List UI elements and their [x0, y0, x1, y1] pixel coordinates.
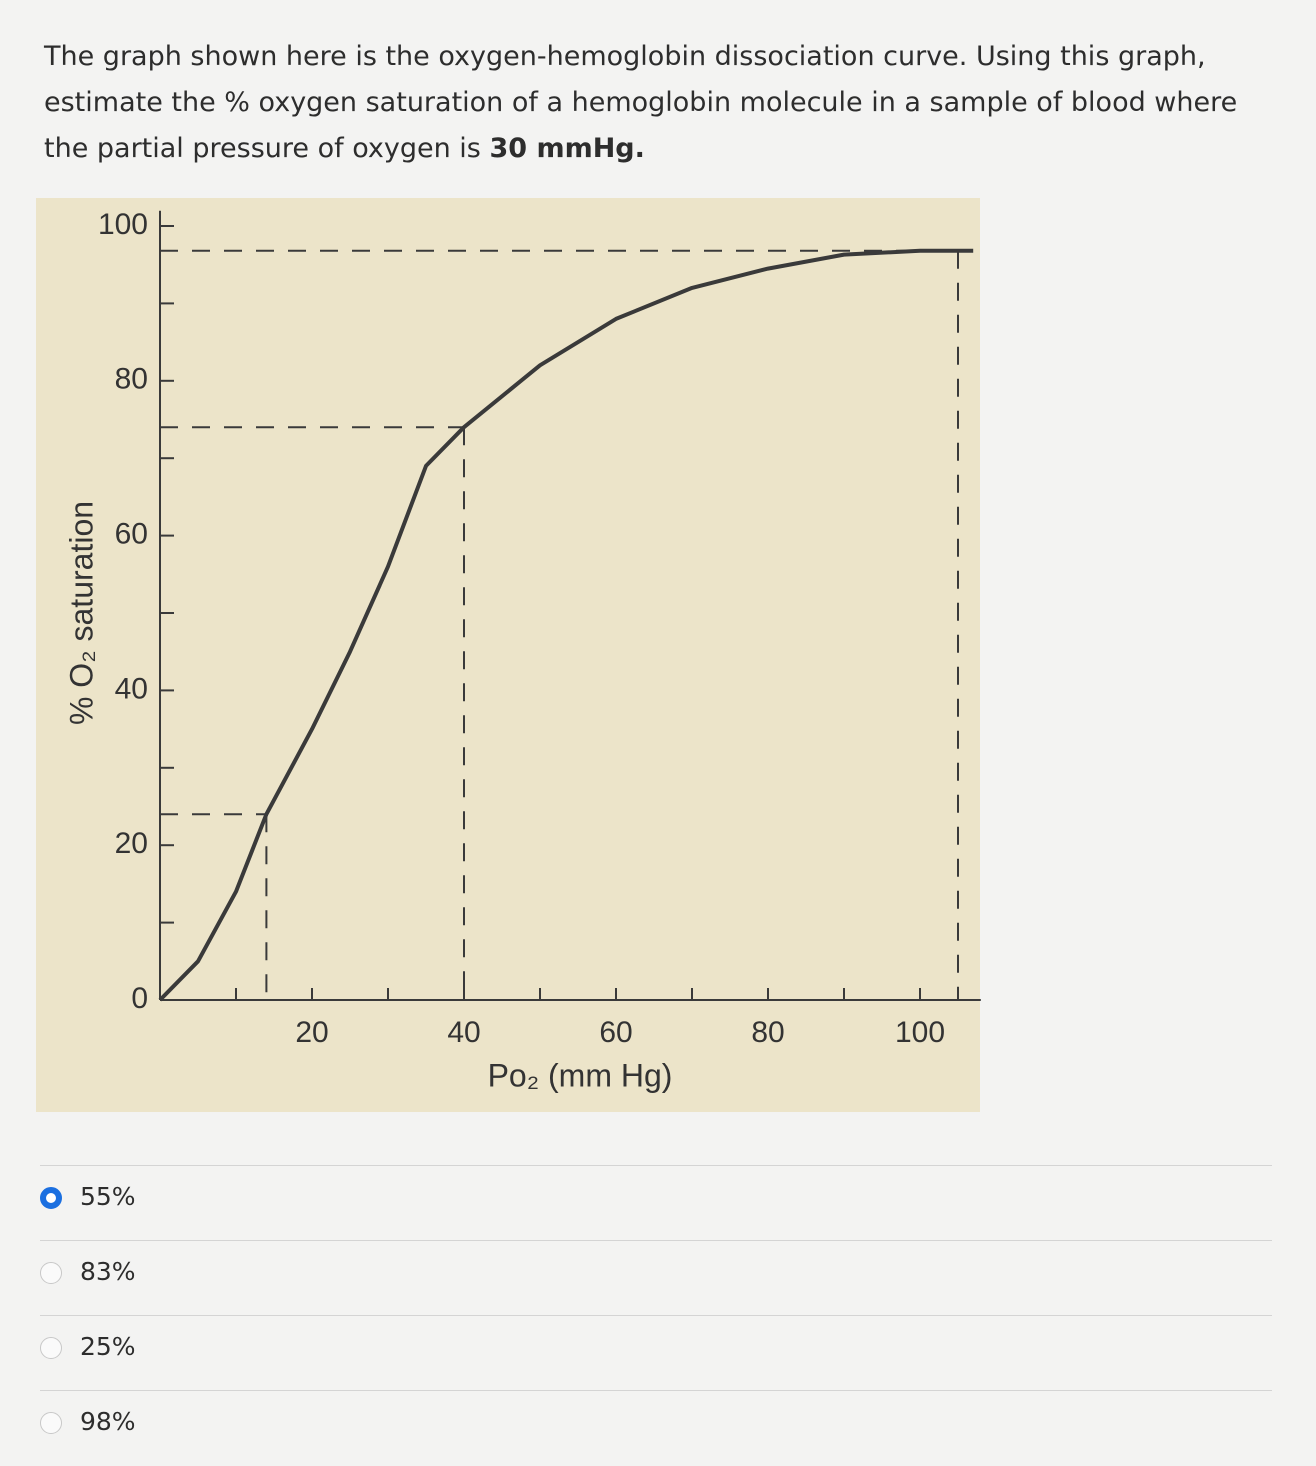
option[interactable]: 25%: [40, 1315, 1272, 1391]
question: The graph shown here is the oxygen-hemog…: [44, 34, 1284, 172]
y-axis-label: % O₂ saturation: [63, 501, 99, 725]
radio-button[interactable]: [40, 1262, 62, 1284]
option-label[interactable]: 83%: [80, 1257, 136, 1286]
x-axis-label: Po₂ (mm Hg): [488, 1057, 673, 1093]
chart: 0 20 40 60 80 100 20 40 60 80 100 Po₂ (mm Hg) % O₂ s…: [36, 198, 981, 1112]
y-tick-label: 60: [115, 518, 148, 551]
chart-background: [36, 198, 980, 1112]
x-tick-label: 40: [447, 1016, 480, 1049]
x-tick-label: 100: [895, 1016, 945, 1049]
y-tick-label: 20: [115, 827, 148, 860]
y-tick-label: 40: [115, 672, 148, 705]
option-label[interactable]: 25%: [80, 1332, 136, 1361]
question-emphasis: 30 mmHg.: [489, 133, 645, 164]
x-tick-label: 80: [751, 1016, 784, 1049]
x-tick-label: 60: [599, 1016, 632, 1049]
option-label[interactable]: 55%: [80, 1182, 136, 1211]
radio-button[interactable]: [40, 1187, 62, 1209]
radio-button[interactable]: [40, 1337, 62, 1359]
option[interactable]: 55%: [40, 1165, 1272, 1241]
option[interactable]: 83%: [40, 1240, 1272, 1316]
x-tick-label: 20: [295, 1016, 328, 1049]
curve: [158, 248, 974, 1002]
radio-button[interactable]: [40, 1412, 62, 1434]
option-label[interactable]: 98%: [80, 1407, 136, 1436]
question-text: The graph shown here is the oxygen-hemog…: [44, 41, 1238, 164]
y-tick-label: 80: [115, 363, 148, 396]
y-tick-label: 100: [98, 208, 148, 241]
y-tick-label: 0: [131, 982, 148, 1015]
option[interactable]: 98%: [40, 1390, 1272, 1466]
